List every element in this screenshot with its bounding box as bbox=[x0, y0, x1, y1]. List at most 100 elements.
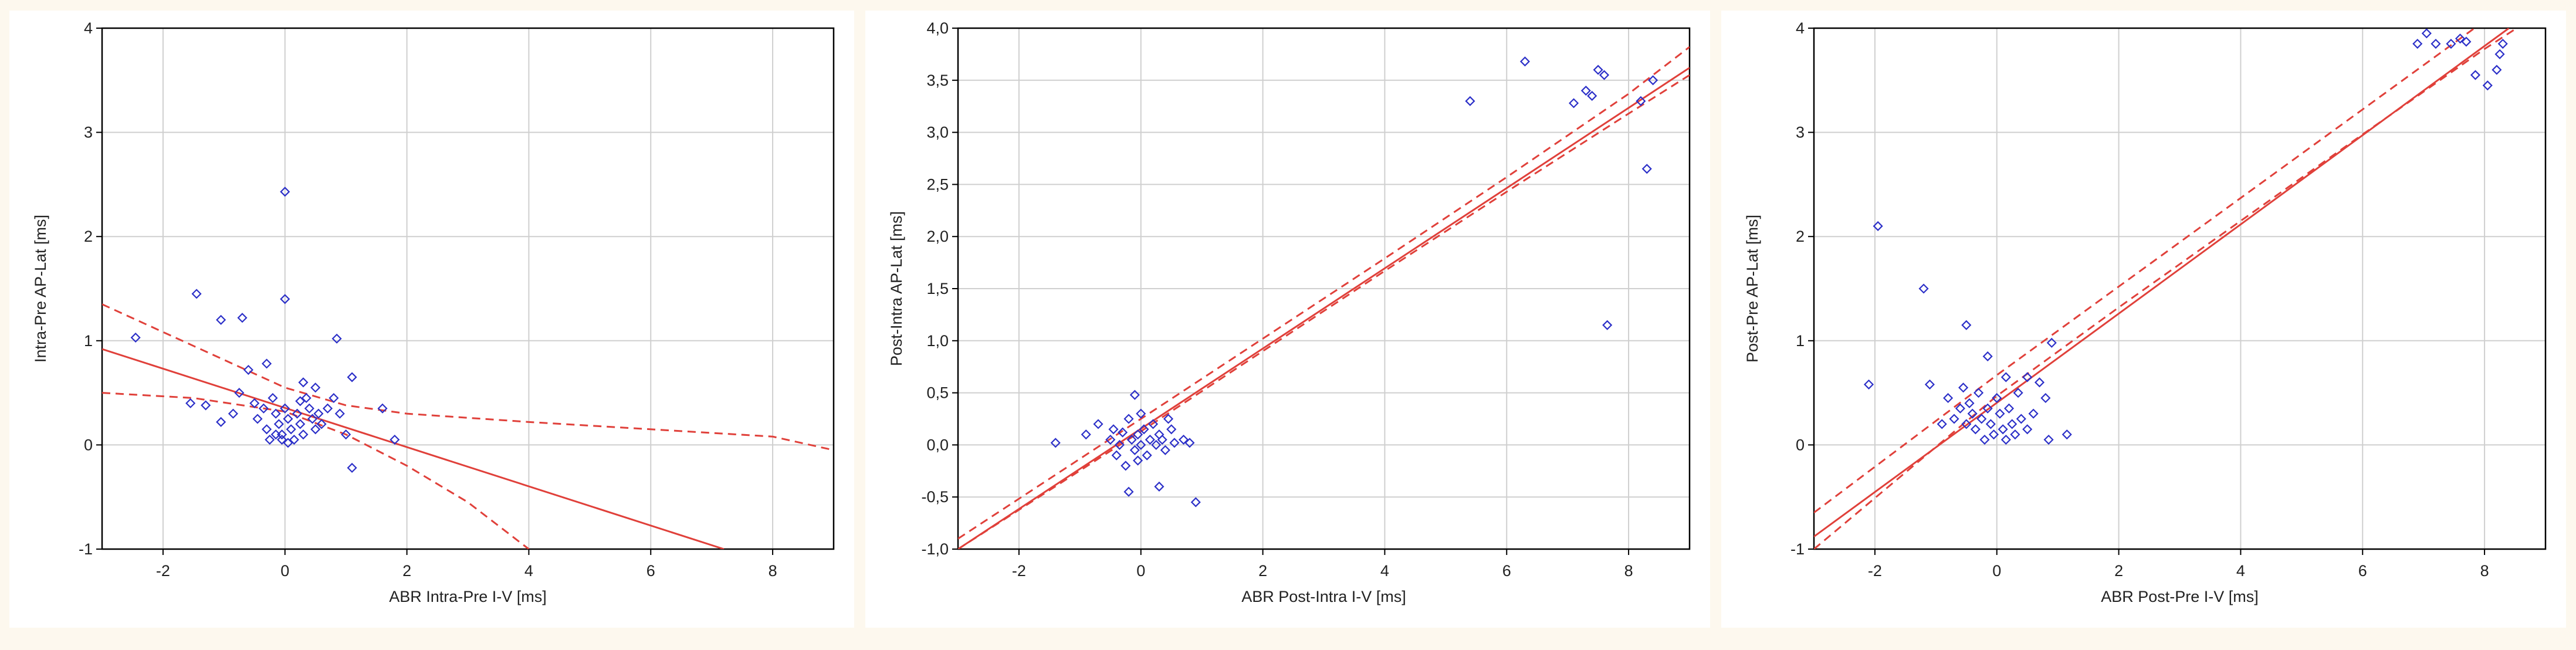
x-tick-label: 0 bbox=[1992, 562, 2001, 580]
scatter-point bbox=[1126, 434, 1137, 445]
scatter-point bbox=[1970, 424, 1981, 435]
scatter-point bbox=[1184, 438, 1195, 448]
y-tick-label: 3,0 bbox=[926, 124, 949, 141]
scatter-point bbox=[1593, 65, 1603, 75]
y-tick-label: 3 bbox=[84, 124, 93, 141]
scatter-point bbox=[377, 403, 388, 414]
scatter-point bbox=[234, 388, 245, 398]
data-points bbox=[1863, 28, 2508, 445]
scatter-point bbox=[2421, 28, 2432, 39]
scatter-point bbox=[262, 358, 272, 369]
scatter-point bbox=[1132, 455, 1143, 466]
scatter-point bbox=[1587, 90, 1597, 101]
scatter-point bbox=[1599, 70, 1610, 80]
scatter-point bbox=[1121, 461, 1131, 471]
scatter-point bbox=[331, 333, 342, 344]
x-tick-label: 2 bbox=[2114, 562, 2123, 580]
scatter-point bbox=[1937, 419, 1947, 429]
scatter-point bbox=[185, 398, 196, 408]
scatter-point bbox=[1918, 283, 1929, 294]
scatter-point bbox=[1943, 392, 1954, 404]
scatter-point bbox=[307, 414, 318, 424]
x-tick-label: 4 bbox=[2236, 562, 2245, 580]
scatter-point bbox=[289, 434, 299, 445]
scatter-point bbox=[1992, 392, 2002, 404]
scatter-point bbox=[1105, 434, 1116, 445]
scatter-point bbox=[1955, 403, 1965, 414]
scatter-point bbox=[2016, 414, 2026, 424]
chart-panel-post-intra: -2 0 2 4 6 8 -1,0 -0,5 0,0 0,5 1,0 1,5 2,0 2,5 3,0 3,5 4… bbox=[865, 11, 1710, 628]
scatter-point bbox=[1111, 450, 1122, 461]
scatter-point bbox=[1154, 429, 1165, 440]
scatter-point bbox=[1145, 434, 1155, 445]
confidence-band-upper bbox=[102, 303, 834, 451]
scatter-point bbox=[2022, 424, 2033, 435]
scatter-point bbox=[1142, 450, 1152, 461]
scatter-point bbox=[273, 419, 284, 429]
scatter-point bbox=[1995, 408, 2005, 419]
regression-lines bbox=[102, 303, 834, 549]
scatter-point bbox=[347, 372, 357, 382]
scatter-point bbox=[1166, 424, 1177, 435]
y-tick-label: -1 bbox=[1790, 540, 1805, 558]
plot-frame bbox=[101, 27, 835, 550]
axes: -2 0 2 4 6 8 -1 0 1 2 3 4 bbox=[79, 19, 777, 580]
y-tick-label: 4 bbox=[84, 19, 93, 37]
scatter-point bbox=[2046, 337, 2057, 348]
regression-lines bbox=[958, 46, 1690, 549]
grid bbox=[958, 28, 1690, 550]
chart-panel-post-pre: -2 0 2 4 6 8 -1 0 1 2 3 4 ABR Post-Pre I-V [ms] Post-… bbox=[1721, 11, 2566, 628]
scatter-point bbox=[2010, 429, 2020, 440]
scatter-point bbox=[201, 400, 211, 411]
y-tick-label: 0,5 bbox=[926, 384, 949, 402]
x-tick-label: 2 bbox=[1258, 562, 1267, 580]
scatter-point bbox=[347, 462, 357, 473]
scatter-point bbox=[280, 403, 290, 414]
scatter-point bbox=[2497, 39, 2508, 49]
y-tick-label: 4,0 bbox=[926, 19, 949, 37]
scatter-point bbox=[1132, 429, 1143, 440]
y-tick-label: 1 bbox=[1796, 332, 1805, 350]
scatter-point bbox=[2455, 33, 2466, 44]
scatter-point bbox=[280, 187, 290, 197]
scatter-point bbox=[322, 403, 333, 414]
scatter-point bbox=[2461, 36, 2472, 47]
scatter-point bbox=[1050, 438, 1061, 448]
scatter-point bbox=[270, 408, 281, 419]
y-tick-label: 3,5 bbox=[926, 72, 949, 89]
scatter-point bbox=[1580, 86, 1591, 96]
scatter-point bbox=[1924, 379, 1935, 390]
scatter-point bbox=[1136, 408, 1146, 419]
scatter-chart-intra-pre: -2 0 2 4 6 8 -1 0 1 2 3 4 ABR Intra-Pre I-V [ms] Intr… bbox=[32, 19, 835, 605]
y-tick-label: 1 bbox=[84, 332, 93, 350]
y-tick-label: -0,5 bbox=[921, 488, 949, 506]
scatter-point bbox=[1641, 164, 1652, 174]
x-tick-label: 8 bbox=[1624, 562, 1633, 580]
scatter-point bbox=[1163, 414, 1174, 424]
scatter-point bbox=[304, 403, 314, 414]
y-tick-label: 2 bbox=[1796, 228, 1805, 245]
x-tick-label: 8 bbox=[2480, 562, 2489, 580]
scatter-point bbox=[1982, 403, 1993, 414]
scatter-point bbox=[2412, 39, 2423, 49]
x-axis-label: ABR Intra-Pre I-V [ms] bbox=[389, 588, 547, 605]
scatter-point bbox=[265, 434, 275, 445]
scatter-point bbox=[1169, 438, 1180, 448]
scatter-point bbox=[295, 419, 306, 429]
scatter-point bbox=[2022, 372, 2033, 382]
scatter-point bbox=[1114, 439, 1125, 450]
scatter-point bbox=[1093, 419, 1103, 429]
scatter-point bbox=[1979, 434, 1990, 445]
scatter-point bbox=[2034, 377, 2045, 388]
scatter-point bbox=[1081, 429, 1091, 440]
y-tick-label: 1,5 bbox=[926, 280, 949, 297]
scatter-point bbox=[237, 313, 248, 323]
y-tick-label: 3 bbox=[1796, 124, 1805, 141]
scatter-point bbox=[313, 408, 324, 419]
y-tick-label: 2,5 bbox=[926, 175, 949, 193]
scatter-point bbox=[1863, 379, 1874, 390]
scatter-point bbox=[310, 424, 321, 435]
scatter-point bbox=[301, 392, 312, 404]
scatter-point bbox=[1998, 424, 2008, 435]
scatter-point bbox=[2028, 408, 2039, 419]
